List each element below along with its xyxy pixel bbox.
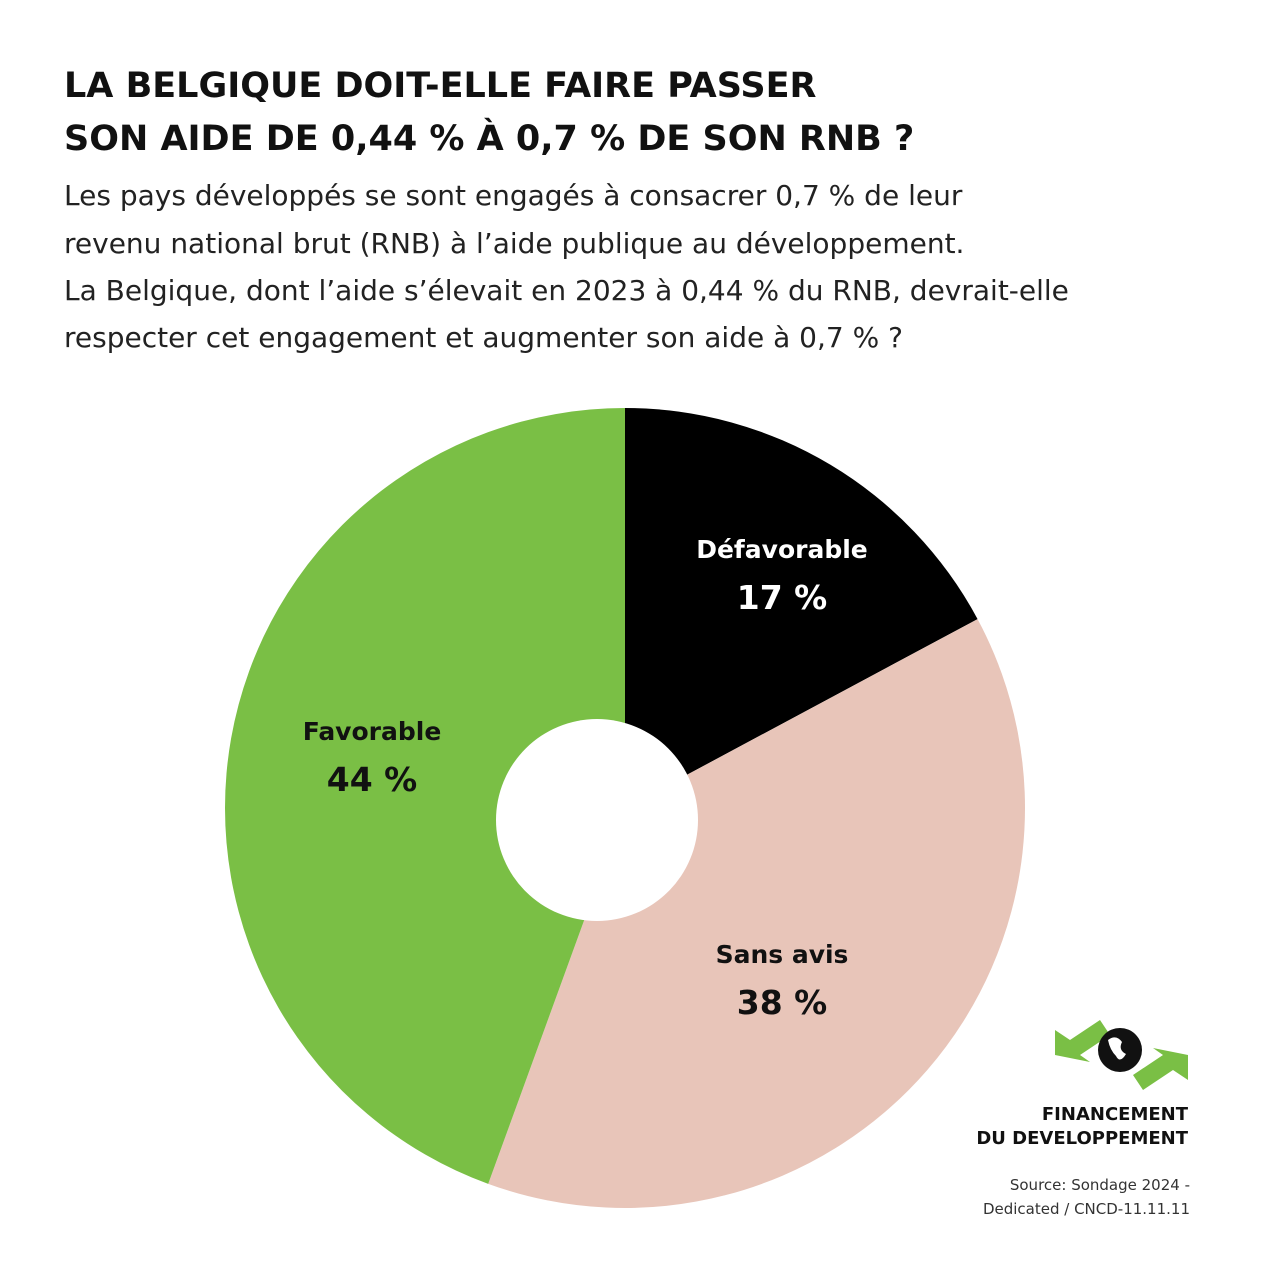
- source: Source: Sondage 2024 -: [1010, 1176, 1190, 1194]
- title-line: LA BELGIQUE DOIT-ELLE FAIRE PASSER: [64, 66, 816, 106]
- slice: [625, 408, 978, 808]
- subtitle-line: respecter cet engagement et augmenter so…: [64, 321, 903, 354]
- slice-label: Sans avis: [716, 940, 849, 969]
- subtitle-line: La Belgique, dont l’aide s’élevait en 20…: [64, 274, 1069, 307]
- subtitle-line: Les pays développés se sont engagés à co…: [64, 179, 963, 212]
- logo-text: FINANCEMENT: [1042, 1104, 1189, 1125]
- slice-value: 38 %: [737, 983, 827, 1022]
- logo-arrow: [1133, 1048, 1188, 1090]
- source: Dedicated / CNCD-11.11.11: [983, 1200, 1190, 1218]
- donut-hole: [496, 719, 698, 921]
- slice-label: Favorable: [303, 717, 442, 746]
- logo-continent: [1108, 1037, 1126, 1060]
- logo-text: DU DEVELOPPEMENT: [976, 1128, 1188, 1149]
- logo-icon: [1055, 1020, 1188, 1090]
- donut: Défavorable 17 % Sans avis 38 % Favorable 44 …: [224, 408, 1025, 1208]
- title-line: SON AIDE DE 0,44 % À 0,7 % DE SON RNB ?: [64, 117, 914, 159]
- slice: [224, 408, 625, 1184]
- subtitle-line: revenu national brut (RNB) à l’aide publ…: [64, 227, 964, 260]
- slice-value: 44 %: [327, 760, 417, 799]
- slice-value: 17 %: [737, 578, 827, 617]
- logo-arrow: [1055, 1020, 1110, 1062]
- slice-label: Défavorable: [696, 535, 868, 564]
- slice: [488, 619, 1025, 1208]
